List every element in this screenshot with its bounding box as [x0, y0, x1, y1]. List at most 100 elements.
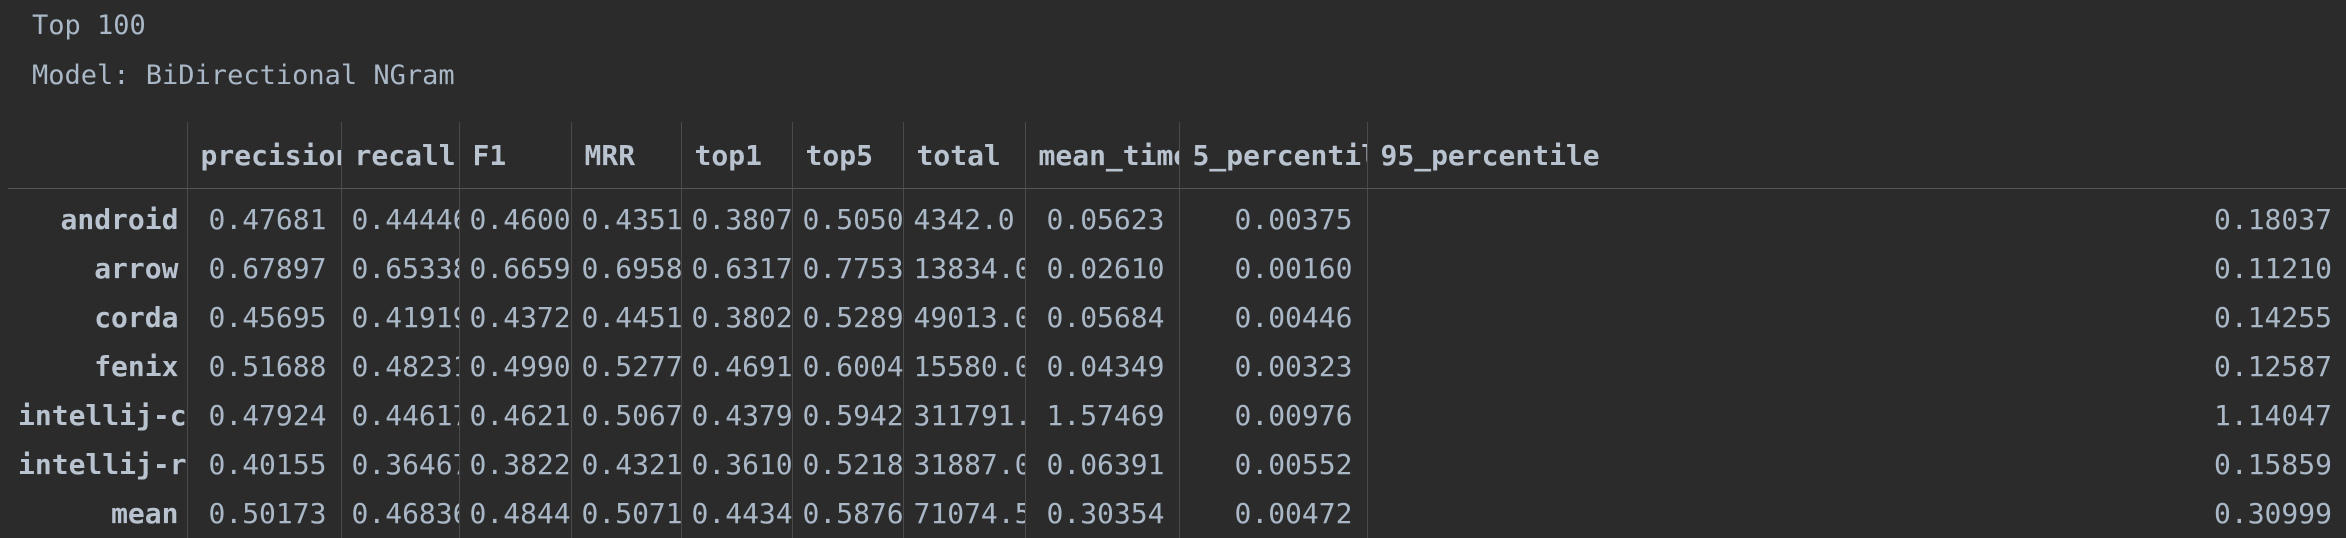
table-cell: 0.43514 [571, 189, 681, 245]
table-cell: 311791.0 [903, 391, 1025, 440]
table-cell: 4342.0 [903, 189, 1025, 245]
table-body: android0.476810.444460.460060.435140.380… [8, 189, 2346, 538]
table-cell: 0.46211 [459, 391, 571, 440]
row-label: intellij-co... [8, 391, 187, 440]
table-cell: 0.52184 [792, 440, 903, 489]
table-row: arrow0.678970.653380.665930.695840.63170… [8, 244, 2346, 293]
column-header: top1 [681, 122, 792, 189]
table-cell: 0.36467 [341, 440, 459, 489]
table-cell: 0.59424 [792, 391, 903, 440]
table-cell: 0.05684 [1025, 293, 1179, 342]
row-label: intellij-rust [8, 440, 187, 489]
table-cell: 0.36109 [681, 440, 792, 489]
table-cell: 0.00446 [1179, 293, 1367, 342]
column-header: recall [341, 122, 459, 189]
column-header: 5_percentile [1179, 122, 1367, 189]
table-cell: 0.00472 [1179, 489, 1367, 538]
table-cell: 0.69584 [571, 244, 681, 293]
table-cell: 0.50712 [571, 489, 681, 538]
table-cell: 0.47924 [187, 391, 341, 440]
table-cell: 0.45695 [187, 293, 341, 342]
table-cell: 0.11210 [1367, 244, 2346, 293]
table-cell: 0.65338 [341, 244, 459, 293]
table-cell: 0.46006 [459, 189, 571, 245]
column-header: precision [187, 122, 341, 189]
column-header: top5 [792, 122, 903, 189]
row-label: mean [8, 489, 187, 538]
table-cell: 0.67897 [187, 244, 341, 293]
table-cell: 0.44516 [571, 293, 681, 342]
table-cell: 0.51688 [187, 342, 341, 391]
table-row: intellij-rust0.401550.364670.382220.4321… [8, 440, 2346, 489]
table-row: corda0.456950.419190.437250.445160.38027… [8, 293, 2346, 342]
table-cell: 1.14047 [1367, 391, 2346, 440]
table-cell: 0.41919 [341, 293, 459, 342]
table-cell: 0.38027 [681, 293, 792, 342]
table-cell: 0.44617 [341, 391, 459, 440]
table-cell: 0.58765 [792, 489, 903, 538]
table-cell: 31887.0 [903, 440, 1025, 489]
table-cell: 13834.0 [903, 244, 1025, 293]
table-cell: 0.00976 [1179, 391, 1367, 440]
table-cell: 0.06391 [1025, 440, 1179, 489]
table-cell: 0.48443 [459, 489, 571, 538]
row-label: arrow [8, 244, 187, 293]
table-cell: 0.00323 [1179, 342, 1367, 391]
table-cell: 0.38222 [459, 440, 571, 489]
header-row: precision recall F1 MRR top1 top5 total … [8, 122, 2346, 189]
corner-header-cell [8, 122, 187, 189]
table-cell: 1.57469 [1025, 391, 1179, 440]
top-n-label: Top 100 [32, 8, 146, 44]
table-cell: 0.50173 [187, 489, 341, 538]
table-cell: 0.40155 [187, 440, 341, 489]
table-cell: 0.30354 [1025, 489, 1179, 538]
table-cell: 0.44446 [341, 189, 459, 245]
table-cell: 0.18037 [1367, 189, 2346, 245]
table-cell: 0.00375 [1179, 189, 1367, 245]
column-header: MRR [571, 122, 681, 189]
column-header: total [903, 122, 1025, 189]
table-cell: 0.46919 [681, 342, 792, 391]
results-table-container: precision recall F1 MRR top1 top5 total … [8, 122, 2346, 538]
table-cell: 0.00160 [1179, 244, 1367, 293]
table-cell: 0.52898 [792, 293, 903, 342]
row-label: android [8, 189, 187, 245]
table-cell: 49013.0 [903, 293, 1025, 342]
table-cell: 0.44347 [681, 489, 792, 538]
column-header: mean_time [1025, 122, 1179, 189]
table-cell: 0.66593 [459, 244, 571, 293]
table-cell: 0.77534 [792, 244, 903, 293]
table-cell: 0.60045 [792, 342, 903, 391]
table-cell: 0.04349 [1025, 342, 1179, 391]
row-label: fenix [8, 342, 187, 391]
table-cell: 0.00552 [1179, 440, 1367, 489]
table-cell: 0.47681 [187, 189, 341, 245]
table-row: intellij-co...0.479240.446170.462110.506… [8, 391, 2346, 440]
column-header: 95_percentile [1367, 122, 2346, 189]
table-cell: 0.50507 [792, 189, 903, 245]
table-cell: 0.15859 [1367, 440, 2346, 489]
results-table: precision recall F1 MRR top1 top5 total … [8, 122, 2346, 538]
row-label: corda [8, 293, 187, 342]
table-row: fenix0.516880.482310.499000.527700.46919… [8, 342, 2346, 391]
table-cell: 15580.0 [903, 342, 1025, 391]
table-cell: 0.50673 [571, 391, 681, 440]
table-cell: 0.12587 [1367, 342, 2346, 391]
table-cell: 0.43725 [459, 293, 571, 342]
table-cell: 0.02610 [1025, 244, 1179, 293]
table-cell: 0.30999 [1367, 489, 2346, 538]
table-cell: 0.48231 [341, 342, 459, 391]
table-cell: 0.05623 [1025, 189, 1179, 245]
table-cell: 71074.5 [903, 489, 1025, 538]
table-cell: 0.46836 [341, 489, 459, 538]
column-header: F1 [459, 122, 571, 189]
table-cell: 0.14255 [1367, 293, 2346, 342]
table-row: mean0.501730.468360.484430.507120.443470… [8, 489, 2346, 538]
table-row: android0.476810.444460.460060.435140.380… [8, 189, 2346, 245]
table-cell: 0.43213 [571, 440, 681, 489]
